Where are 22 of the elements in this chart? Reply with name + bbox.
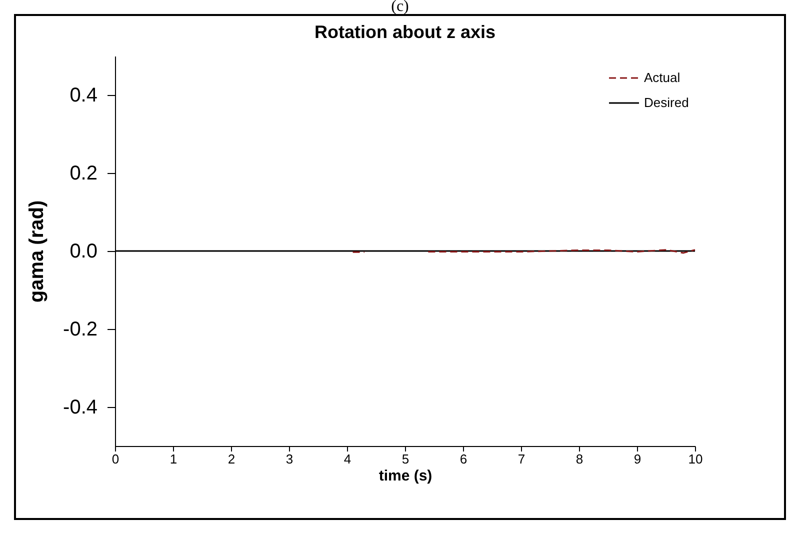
x-tick-label: 6 [460, 452, 468, 466]
x-tick-label: 5 [402, 452, 410, 466]
y-axis-title: gama (rad) [26, 200, 48, 303]
legend-label: Actual [644, 70, 680, 85]
y-tick-label: 0.2 [70, 162, 98, 184]
x-tick-label: 10 [688, 452, 703, 466]
x-tick-label: 2 [228, 452, 236, 466]
chart-title: Rotation about z axis [314, 22, 496, 42]
x-axis-title: time (s) [378, 468, 432, 484]
x-tick-label: 8 [576, 452, 584, 466]
x-tick-label: 9 [634, 452, 642, 466]
y-tick-label: -0.4 [63, 396, 98, 418]
text: (c) [390, 0, 410, 15]
legend-label: Desired [644, 95, 689, 110]
x-tick-label: 7 [518, 452, 526, 466]
y-tick-label: 0.0 [70, 240, 98, 262]
y-tick-label: -0.2 [63, 318, 98, 340]
x-tick-label: 0 [112, 452, 120, 466]
x-tick-label: 4 [344, 452, 352, 466]
x-tick-label: 3 [286, 452, 294, 466]
x-tick-label: 1 [170, 452, 178, 466]
y-tick-label: 0.4 [70, 84, 98, 106]
